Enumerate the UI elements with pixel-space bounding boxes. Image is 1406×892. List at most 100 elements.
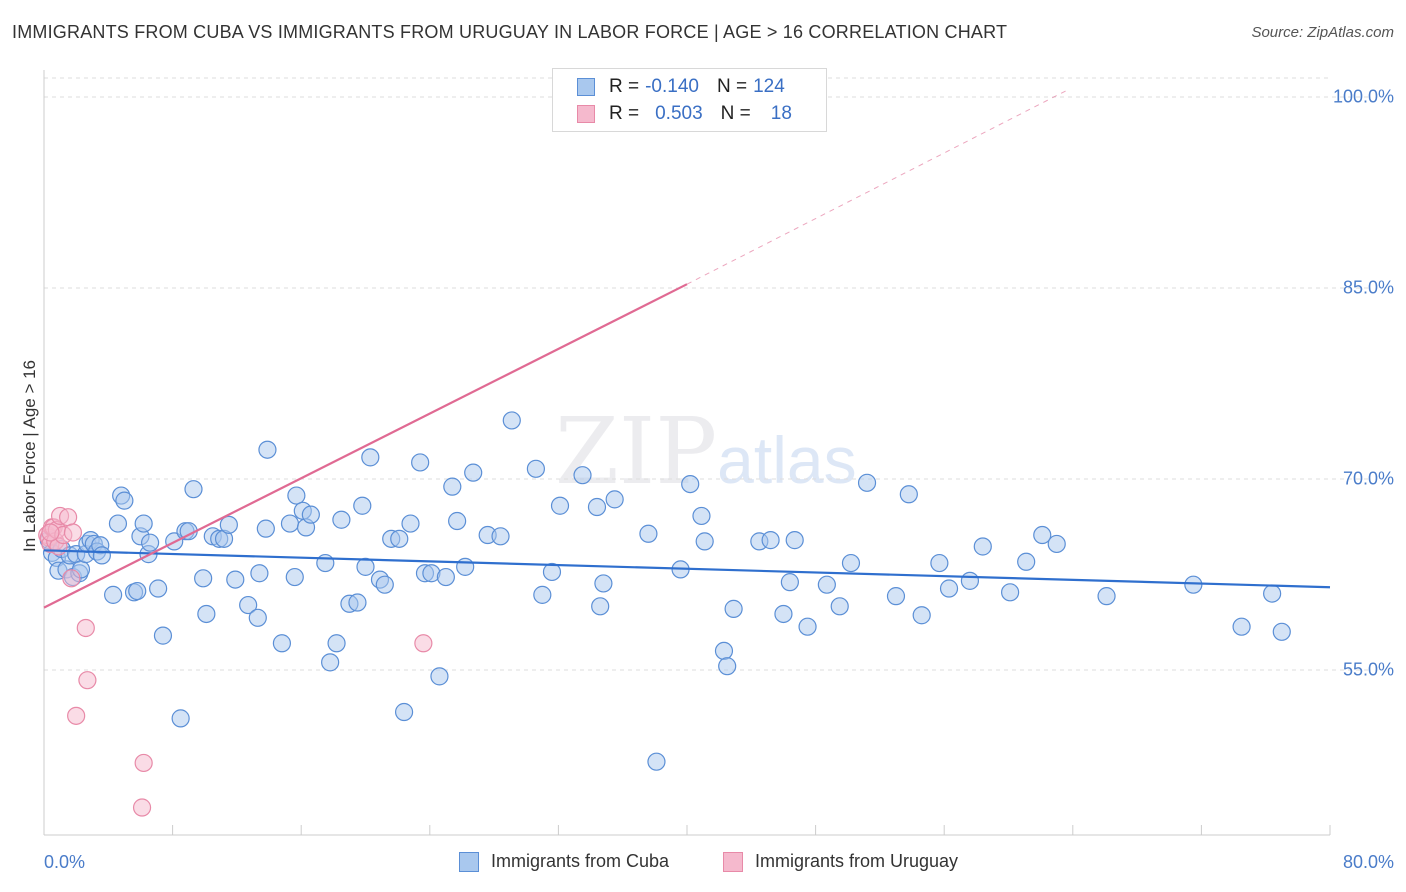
cuba-swatch xyxy=(577,78,595,96)
cuba-point xyxy=(134,514,153,533)
cuba-point xyxy=(104,585,123,604)
bottom-legend-uruguay: Immigrants from Uruguay xyxy=(723,851,958,872)
cuba-point xyxy=(1001,583,1020,602)
cuba-point xyxy=(332,510,351,529)
cuba-point xyxy=(724,599,743,618)
cuba-point xyxy=(1232,617,1251,636)
cuba-point xyxy=(798,617,817,636)
cuba-point xyxy=(464,463,483,482)
legend-r-label: R = xyxy=(609,103,640,124)
uruguay-point xyxy=(134,753,153,773)
cuba-point xyxy=(140,533,160,552)
cuba-point xyxy=(256,519,275,538)
cuba-point xyxy=(681,474,700,494)
cuba-point xyxy=(356,557,375,576)
chart-title: IMMIGRANTS FROM CUBA VS IMMIGRANTS FROM … xyxy=(12,22,1008,42)
cuba-point xyxy=(390,529,409,548)
cuba-point xyxy=(348,593,367,612)
cuba-point xyxy=(774,604,793,624)
cuba-point xyxy=(327,634,346,653)
uruguay-point xyxy=(414,634,433,653)
cuba-point xyxy=(353,496,372,515)
cuba-point xyxy=(594,574,613,593)
cuba-point xyxy=(272,634,292,653)
legend-n-value-cuba: 124 xyxy=(753,76,785,97)
cuba-point xyxy=(197,604,216,624)
bottom-legend-cuba: Immigrants from Cuba xyxy=(459,851,669,872)
cuba-point xyxy=(841,553,861,573)
uruguay-swatch xyxy=(577,105,595,123)
cuba-point xyxy=(785,531,804,550)
cuba-point xyxy=(226,570,245,589)
cuba-point xyxy=(436,567,455,587)
legend-n-label: N = xyxy=(720,103,751,124)
cuba-point xyxy=(375,575,394,594)
cuba-point xyxy=(184,480,203,499)
cuba-point xyxy=(533,585,552,604)
cuba-point xyxy=(718,657,737,676)
cuba-point xyxy=(817,575,836,594)
cuba-point xyxy=(526,459,545,478)
legend-n-label: N = xyxy=(716,76,748,97)
cuba-point xyxy=(321,653,340,672)
uruguay-point xyxy=(132,798,152,817)
cuba-point xyxy=(153,626,173,645)
uruguay-legend-swatch xyxy=(723,851,743,872)
cuba-point xyxy=(108,514,128,533)
cuba-point xyxy=(639,524,658,543)
cuba-point xyxy=(857,473,877,492)
cuba-legend-swatch xyxy=(459,851,479,872)
cuba-point xyxy=(248,608,267,627)
cuba-point xyxy=(1047,534,1066,554)
cuba-point xyxy=(443,477,462,496)
source-credit: Source: ZipAtlas.com xyxy=(1251,24,1394,41)
cuba-point xyxy=(647,752,666,771)
cuba-point xyxy=(912,606,931,625)
stats-legend: R = -0.140 N = 124 R = 0.503 N = 18 xyxy=(552,68,827,132)
legend-r-value-uruguay: 0.503 xyxy=(655,103,703,124)
cuba-point xyxy=(301,505,320,524)
cuba-point xyxy=(1017,552,1036,571)
cuba-point xyxy=(886,587,906,606)
cuba-point xyxy=(361,448,380,467)
x-tick-label-max: 80.0% xyxy=(1342,852,1394,872)
uruguay-trend-line xyxy=(43,283,688,609)
cuba-point xyxy=(930,553,949,573)
watermark-atlas: atlas xyxy=(717,423,857,497)
cuba-point xyxy=(550,496,570,515)
cuba-point xyxy=(280,514,300,533)
cuba-point xyxy=(401,514,420,533)
cuba-point xyxy=(171,709,190,728)
x-tick-label-min: 0.0% xyxy=(44,852,86,872)
legend-row-cuba: R = -0.140 N = 124 xyxy=(577,75,785,99)
uruguay-point xyxy=(62,569,81,588)
cuba-point xyxy=(287,486,306,505)
cuba-point xyxy=(973,537,992,556)
cuba-point xyxy=(695,532,714,551)
cuba-point xyxy=(502,411,521,430)
cuba-point xyxy=(960,571,980,590)
cuba-point xyxy=(1033,525,1052,545)
cuba-point xyxy=(194,569,213,588)
uruguay-point xyxy=(67,706,86,725)
cuba-point xyxy=(899,485,918,504)
cuba-point xyxy=(573,466,592,485)
legend-row-uruguay: R = 0.503 N = 18 xyxy=(577,102,792,126)
cuba-point xyxy=(491,527,510,546)
cuba-point xyxy=(285,567,304,587)
cuba-point xyxy=(830,597,849,616)
cuba-point xyxy=(761,531,780,550)
cuba-point xyxy=(149,579,168,598)
cuba-point xyxy=(692,506,711,526)
cuba-point xyxy=(542,562,562,582)
cuba-point xyxy=(394,702,414,722)
cuba-point xyxy=(411,453,430,472)
cuba-point xyxy=(128,581,147,601)
cuba-point xyxy=(605,490,624,509)
uruguay-point xyxy=(78,671,97,690)
cuba-point xyxy=(430,667,449,686)
legend-r-label: R = xyxy=(609,76,640,97)
legend-n-value-uruguay: 18 xyxy=(770,103,792,124)
y-tick-label-100: 100.0% xyxy=(1332,86,1394,107)
